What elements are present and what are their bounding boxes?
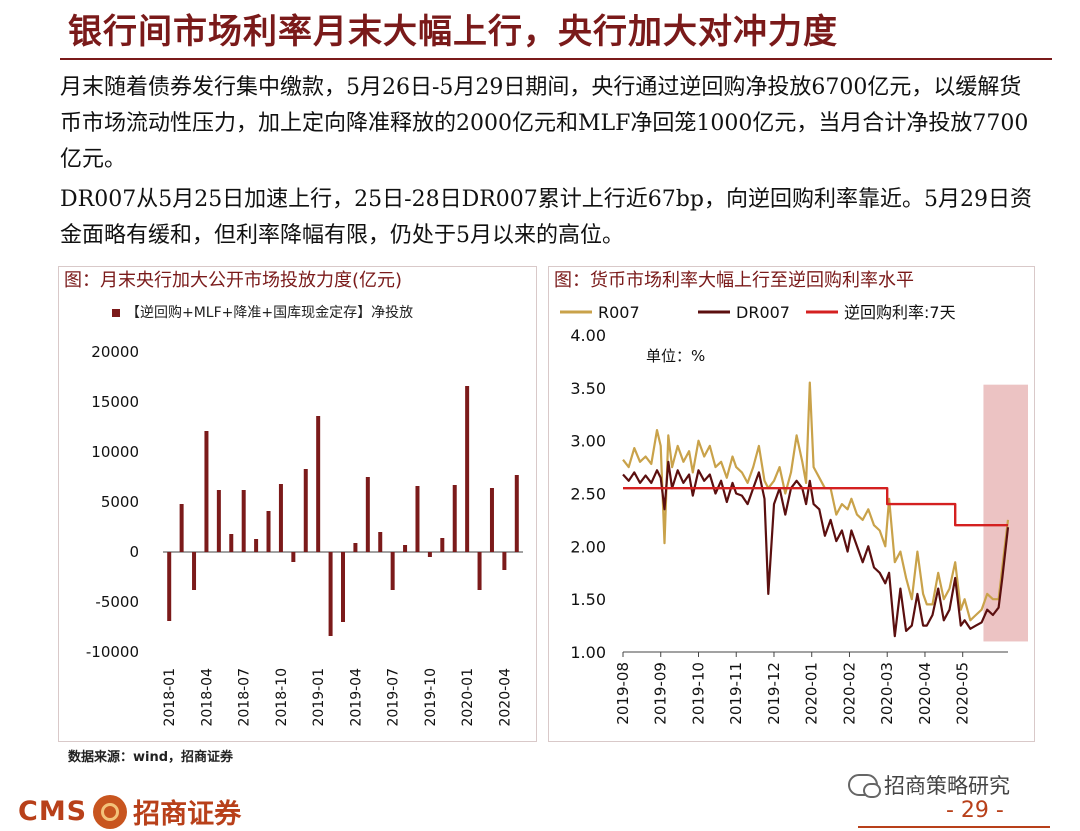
series-line-逆回购利率:7天 [623,486,1008,527]
legend-swatch [112,309,120,317]
bar-2018-05 [216,490,221,552]
page-number: - 29 - [946,798,1004,823]
bar-2019-11 [440,538,445,552]
bar-2020-03 [489,488,494,552]
bar-2018-01 [167,552,172,621]
x-tick-label: 2018-04 [199,668,215,727]
highlight-band [983,384,1028,642]
y-tick-label: -10000 [86,643,139,661]
legend-label-R007: R007 [598,303,640,322]
x-tick-label: 2019-10 [689,662,707,725]
bar-2019-02 [328,552,333,636]
bar-2018-10 [278,484,283,552]
x-tick-label: 2018-10 [274,668,290,727]
bar-2018-12 [303,469,308,552]
x-tick-label: 2020-04 [916,662,934,725]
y-tick-label: 15000 [91,393,139,411]
bar-2018-09 [266,511,271,552]
bar-2020-02 [477,552,482,590]
bar-2020-04 [502,552,507,570]
bar-2018-03 [192,552,197,590]
page-number-rule [858,826,1050,828]
y-tick-label: 0 [129,543,139,561]
y-tick-label: 1.50 [570,590,606,609]
y-tick-label: 4.00 [570,326,606,345]
x-tick-label: 2018-07 [237,668,253,727]
x-tick-label: 2020-01 [460,668,476,727]
paragraph-liquidity: 月末随着债券发行集中缴款，5月26日-5月29日期间，央行通过逆回购净投放670… [60,75,1029,172]
slide-title: 银行间市场利率月末大幅上行，央行加大对冲力度 [68,12,838,52]
series-line-R007 [622,381,1010,622]
bar-2019-12 [452,485,457,552]
line-chart-title: 图：货币市场利率大幅上行至逆回购利率水平 [554,270,914,291]
title-divider [60,58,1052,60]
x-tick-label: 2019-11 [727,662,745,725]
x-tick-label: 2019-12 [765,662,783,725]
bar-2018-07 [241,490,246,552]
bar-2018-02 [179,504,184,552]
logo-text-chinese: 招商证券 [133,799,242,830]
series-line-DR007 [622,460,1010,638]
x-tick-label: 2019-04 [348,668,364,727]
unit-label: 单位：% [646,347,705,365]
x-tick-label: 2020-05 [954,662,972,725]
cms-logo: CMS 招商证券 [18,792,241,831]
bar-chart-panel [58,266,537,742]
logo-badge-icon [93,794,128,829]
data-source: 数据来源：wind，招商证券 [68,750,234,765]
x-tick-label: 2019-07 [386,668,402,727]
bar-2018-04 [204,431,209,552]
bar-2018-06 [229,534,234,552]
x-tick-label: 2020-03 [878,662,896,725]
bar-2020-01 [465,386,470,552]
bar-2019-08 [403,545,408,552]
y-tick-label: 5000 [101,493,139,511]
bar-2019-01 [316,416,321,552]
y-tick-label: 1.00 [570,643,606,662]
legend-label-逆回购利率:7天: 逆回购利率:7天 [844,303,956,322]
legend-label-DR007: DR007 [736,303,790,322]
wechat-icon [848,774,881,798]
y-tick-label: 3.50 [570,379,606,398]
paragraph-dr007: DR007从5月25日加速上行，25日-28日DR007累计上行近67bp，向逆… [60,187,1032,248]
bar-2018-11 [291,552,296,562]
bar-2019-03 [341,552,345,622]
bar-2019-10 [427,552,432,557]
x-tick-label: 2019-01 [311,668,327,727]
x-tick-label: 2020-02 [840,662,858,725]
bar-2018-08 [254,539,259,552]
y-tick-label: 10000 [91,443,139,461]
logo-text-latin: CMS [18,796,88,827]
x-tick-label: 2019-08 [614,662,632,725]
y-tick-label: -5000 [95,593,139,611]
y-tick-label: 2.50 [570,485,606,504]
x-tick-label: 2019-10 [423,668,439,727]
legend-label: 【逆回购+MLF+降准+国库现金定存】净投放 [126,305,413,321]
bar-chart-title: 图：月末央行加大公开市场投放力度(亿元) [64,270,403,291]
bar-2019-06 [378,532,383,552]
wechat-account-name: 招商策略研究 [884,774,1010,798]
y-tick-label: 3.00 [570,432,606,451]
x-tick-label: 2019-09 [652,662,670,725]
bar-2019-04 [353,543,358,552]
y-tick-label: 2.00 [570,537,606,556]
x-tick-label: 2020-01 [803,662,821,725]
bar-chart: 【逆回购+MLF+降准+国库现金定存】净投放 -10000 -5000 0 5000 10… [86,305,523,727]
wechat-watermark: 招商策略研究 [848,770,1010,800]
bar-2019-05 [365,477,370,552]
x-tick-label: 2018-01 [162,668,178,727]
bar-2019-09 [415,486,420,552]
bar-2020-05 [514,475,519,552]
y-tick-label: 20000 [91,343,139,361]
bar-2019-07 [390,552,395,590]
x-tick-label: 2020-04 [497,668,513,727]
